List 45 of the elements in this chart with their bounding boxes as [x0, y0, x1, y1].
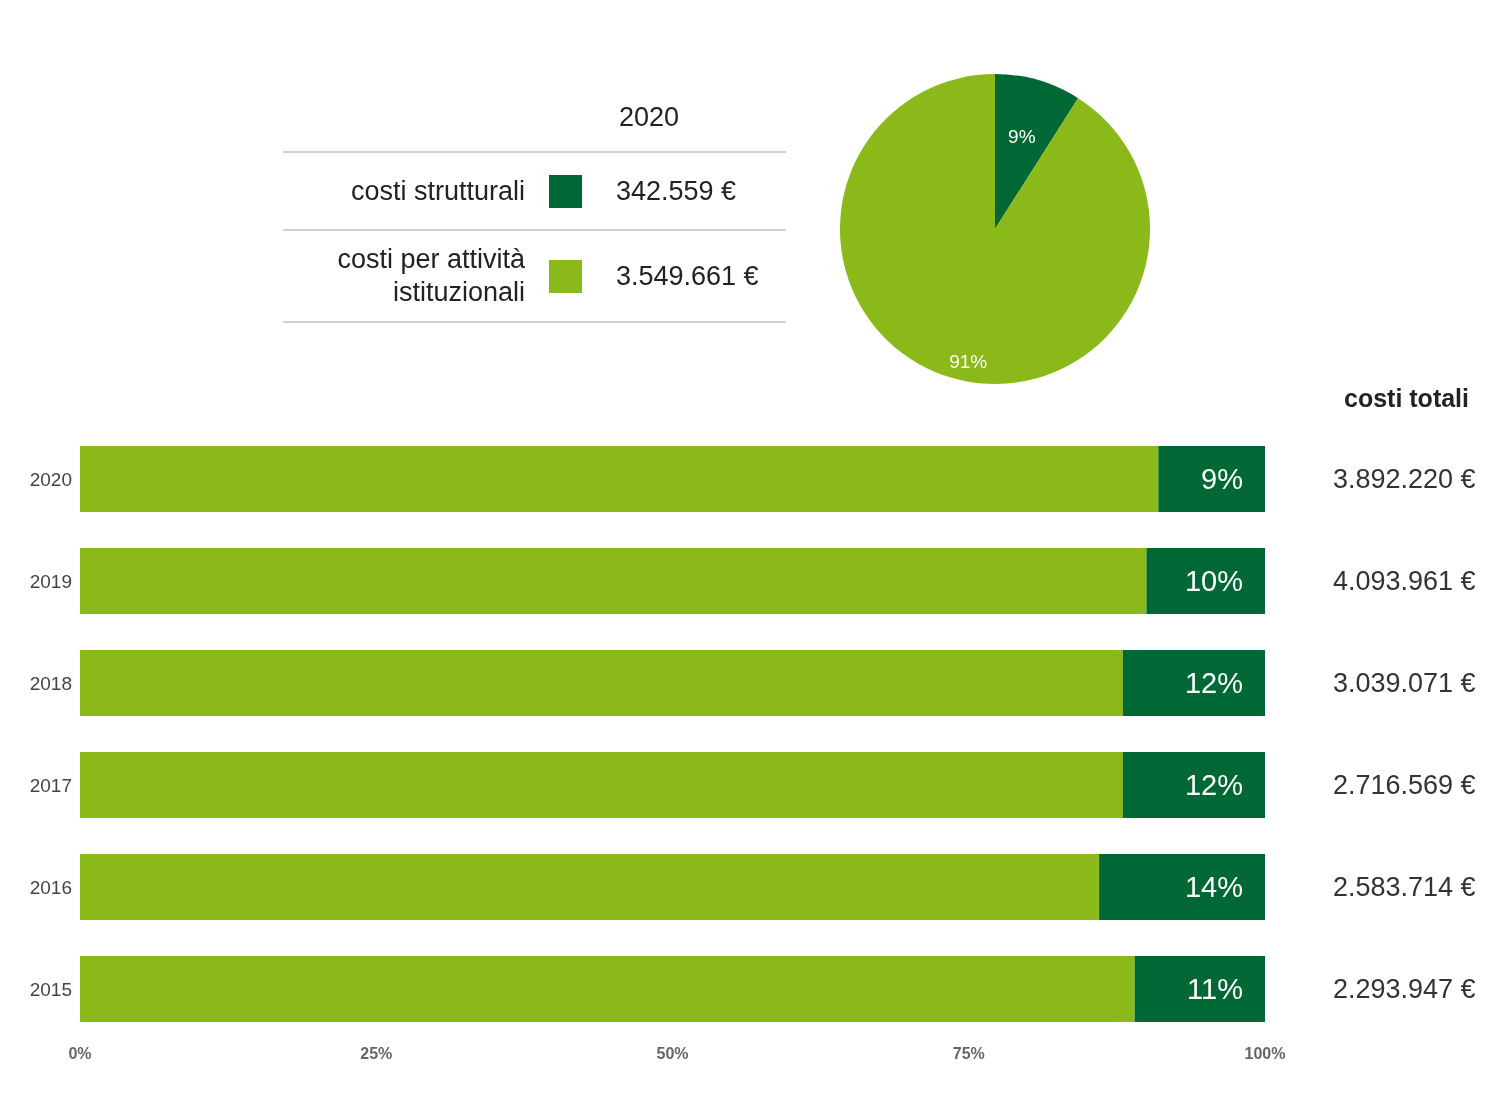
x-tick-label: 75% [952, 1045, 985, 1063]
y-tick-label: 2019 [29, 570, 72, 592]
data-label: 9% [1008, 126, 1036, 148]
text: 3.039.071 € [1333, 668, 1476, 698]
text: 2020 [619, 102, 680, 133]
x-tick-label: 0% [68, 1045, 92, 1063]
bar [1158, 446, 1265, 512]
bar [1122, 650, 1265, 716]
data-label: 10% [1184, 565, 1243, 597]
bar [80, 446, 1159, 512]
text: costi totali [1344, 384, 1470, 413]
data-label: 14% [1184, 871, 1243, 903]
bar [80, 956, 1135, 1022]
bar [1134, 956, 1265, 1022]
legend-label: costi strutturali [349, 174, 525, 208]
text: 4.093.961 € [1333, 566, 1476, 596]
data-label: 91% [949, 350, 988, 372]
bar [80, 548, 1147, 614]
bar [80, 650, 1123, 716]
text: 2.716.569 € [1333, 770, 1476, 800]
text: 3.892.220 € [1333, 464, 1476, 494]
bar [80, 752, 1123, 818]
y-tick-label: 2016 [29, 876, 72, 898]
legend-label: costi per attività istituzionali [336, 243, 525, 309]
bar [80, 854, 1100, 920]
data-label: 12% [1184, 667, 1243, 699]
data-label: 9% [1201, 463, 1243, 495]
y-tick-label: 2018 [29, 672, 72, 694]
x-tick-label: 50% [656, 1045, 689, 1063]
bar [1146, 548, 1265, 614]
pie-slice [995, 74, 1079, 229]
x-tick-label: 25% [360, 1045, 393, 1063]
y-tick-label: 2017 [29, 774, 72, 796]
y-tick-label: 2020 [29, 468, 72, 490]
pie-slice [840, 74, 1150, 384]
bar [1099, 854, 1265, 920]
text: 2.583.714 € [1333, 872, 1476, 902]
text: 2.293.947 € [1333, 974, 1476, 1004]
text: 342.559 € [616, 175, 737, 207]
text: 3.549.661 € [616, 260, 759, 292]
x-tick-label: 100% [1244, 1045, 1286, 1063]
bar [1122, 752, 1265, 818]
data-label: 12% [1184, 769, 1243, 801]
data-label: 11% [1187, 973, 1243, 1005]
y-tick-label: 2015 [29, 978, 72, 1000]
